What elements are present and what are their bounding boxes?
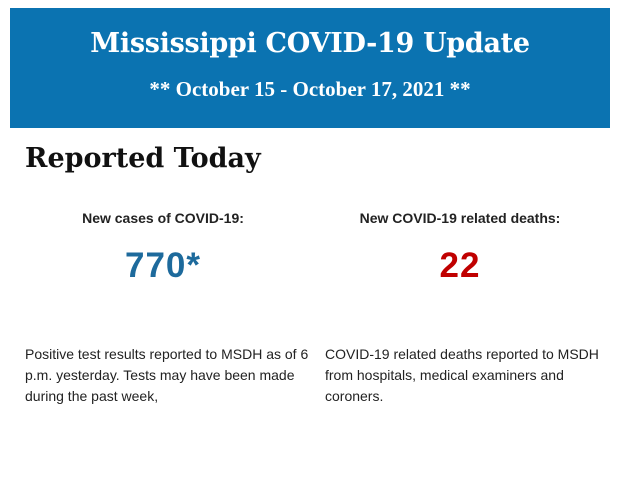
page-title: Mississippi COVID-19 Update [90,28,530,59]
deaths-stat: New COVID-19 related deaths: 22 [310,210,610,286]
deaths-value: 22 [439,246,481,285]
deaths-label: New COVID-19 related deaths: [359,210,561,226]
cases-stat: New cases of COVID-19: 770* [13,210,313,286]
cases-label: New cases of COVID-19: [82,210,244,226]
header-banner: Mississippi COVID-19 Update ** October 1… [10,8,610,128]
cases-description: Positive test results reported to MSDH a… [25,346,309,404]
deaths-description: COVID-19 related deaths reported to MSDH… [325,346,599,404]
date-range: ** October 15 - October 17, 2021 ** [149,77,471,101]
cases-value: 770* [124,246,202,285]
section-heading: Reported Today [25,143,261,174]
